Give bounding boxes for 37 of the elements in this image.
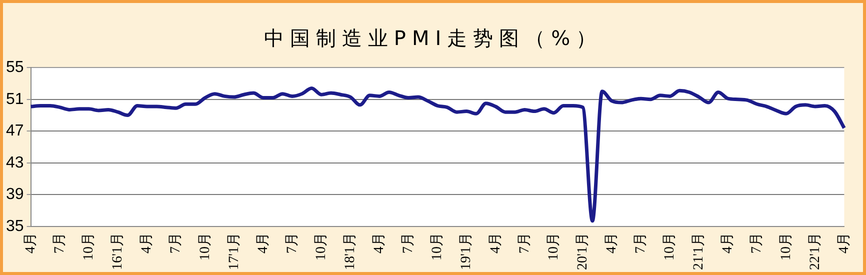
x-tick-label: 7月 (634, 232, 649, 254)
x-tick-label: 17'1月 (226, 232, 242, 270)
x-tick-label: 7月 (401, 232, 416, 254)
chart-title: 中国制造业PMI走势图（%） (262, 25, 604, 52)
x-tick-label: 10月 (430, 232, 446, 260)
x-tick-label: 7月 (750, 232, 765, 254)
y-tick-label: 55 (6, 59, 24, 76)
y-tick-label: 51 (6, 90, 24, 108)
x-tick-label: 10月 (662, 232, 678, 260)
x-tick-label: 7月 (284, 232, 300, 254)
x-tick-label: 4月 (140, 232, 155, 254)
y-tick-label: 39 (6, 186, 24, 204)
x-tick-label: 7月 (517, 232, 532, 254)
x-tick-label: 4月 (720, 232, 736, 254)
x-tick-label: 4月 (372, 232, 388, 254)
x-tick-label: 4月 (604, 232, 620, 254)
y-tick-label: 47 (6, 122, 24, 140)
x-tick-label: 21'1月 (692, 232, 707, 270)
x-tick-label: 19'1月 (459, 232, 474, 270)
x-tick-label: 10月 (546, 232, 562, 260)
x-tick-label: 22'1月 (808, 232, 823, 270)
x-tick-label: 7月 (168, 232, 184, 254)
y-tick-label: 43 (6, 154, 24, 172)
x-tick-label: 4月 (488, 232, 504, 254)
x-tick-label: 20'1月 (575, 232, 590, 270)
line-series (29, 86, 846, 223)
x-tick-label: 10月 (82, 232, 97, 260)
x-tick-label: 18'1月 (343, 232, 358, 270)
x-tick-label: 10月 (198, 232, 213, 260)
x-tick-label: 10月 (314, 232, 329, 260)
x-tick-label: 4月 (256, 232, 271, 254)
x-tick-label: 4月 (836, 232, 852, 254)
x-tick-label: 10月 (778, 232, 794, 260)
y-tick-label: 35 (6, 218, 24, 235)
x-tick-label: 16'1月 (110, 232, 126, 270)
x-tick-label: 7月 (52, 232, 68, 254)
x-tick-label: 4月 (23, 232, 38, 254)
